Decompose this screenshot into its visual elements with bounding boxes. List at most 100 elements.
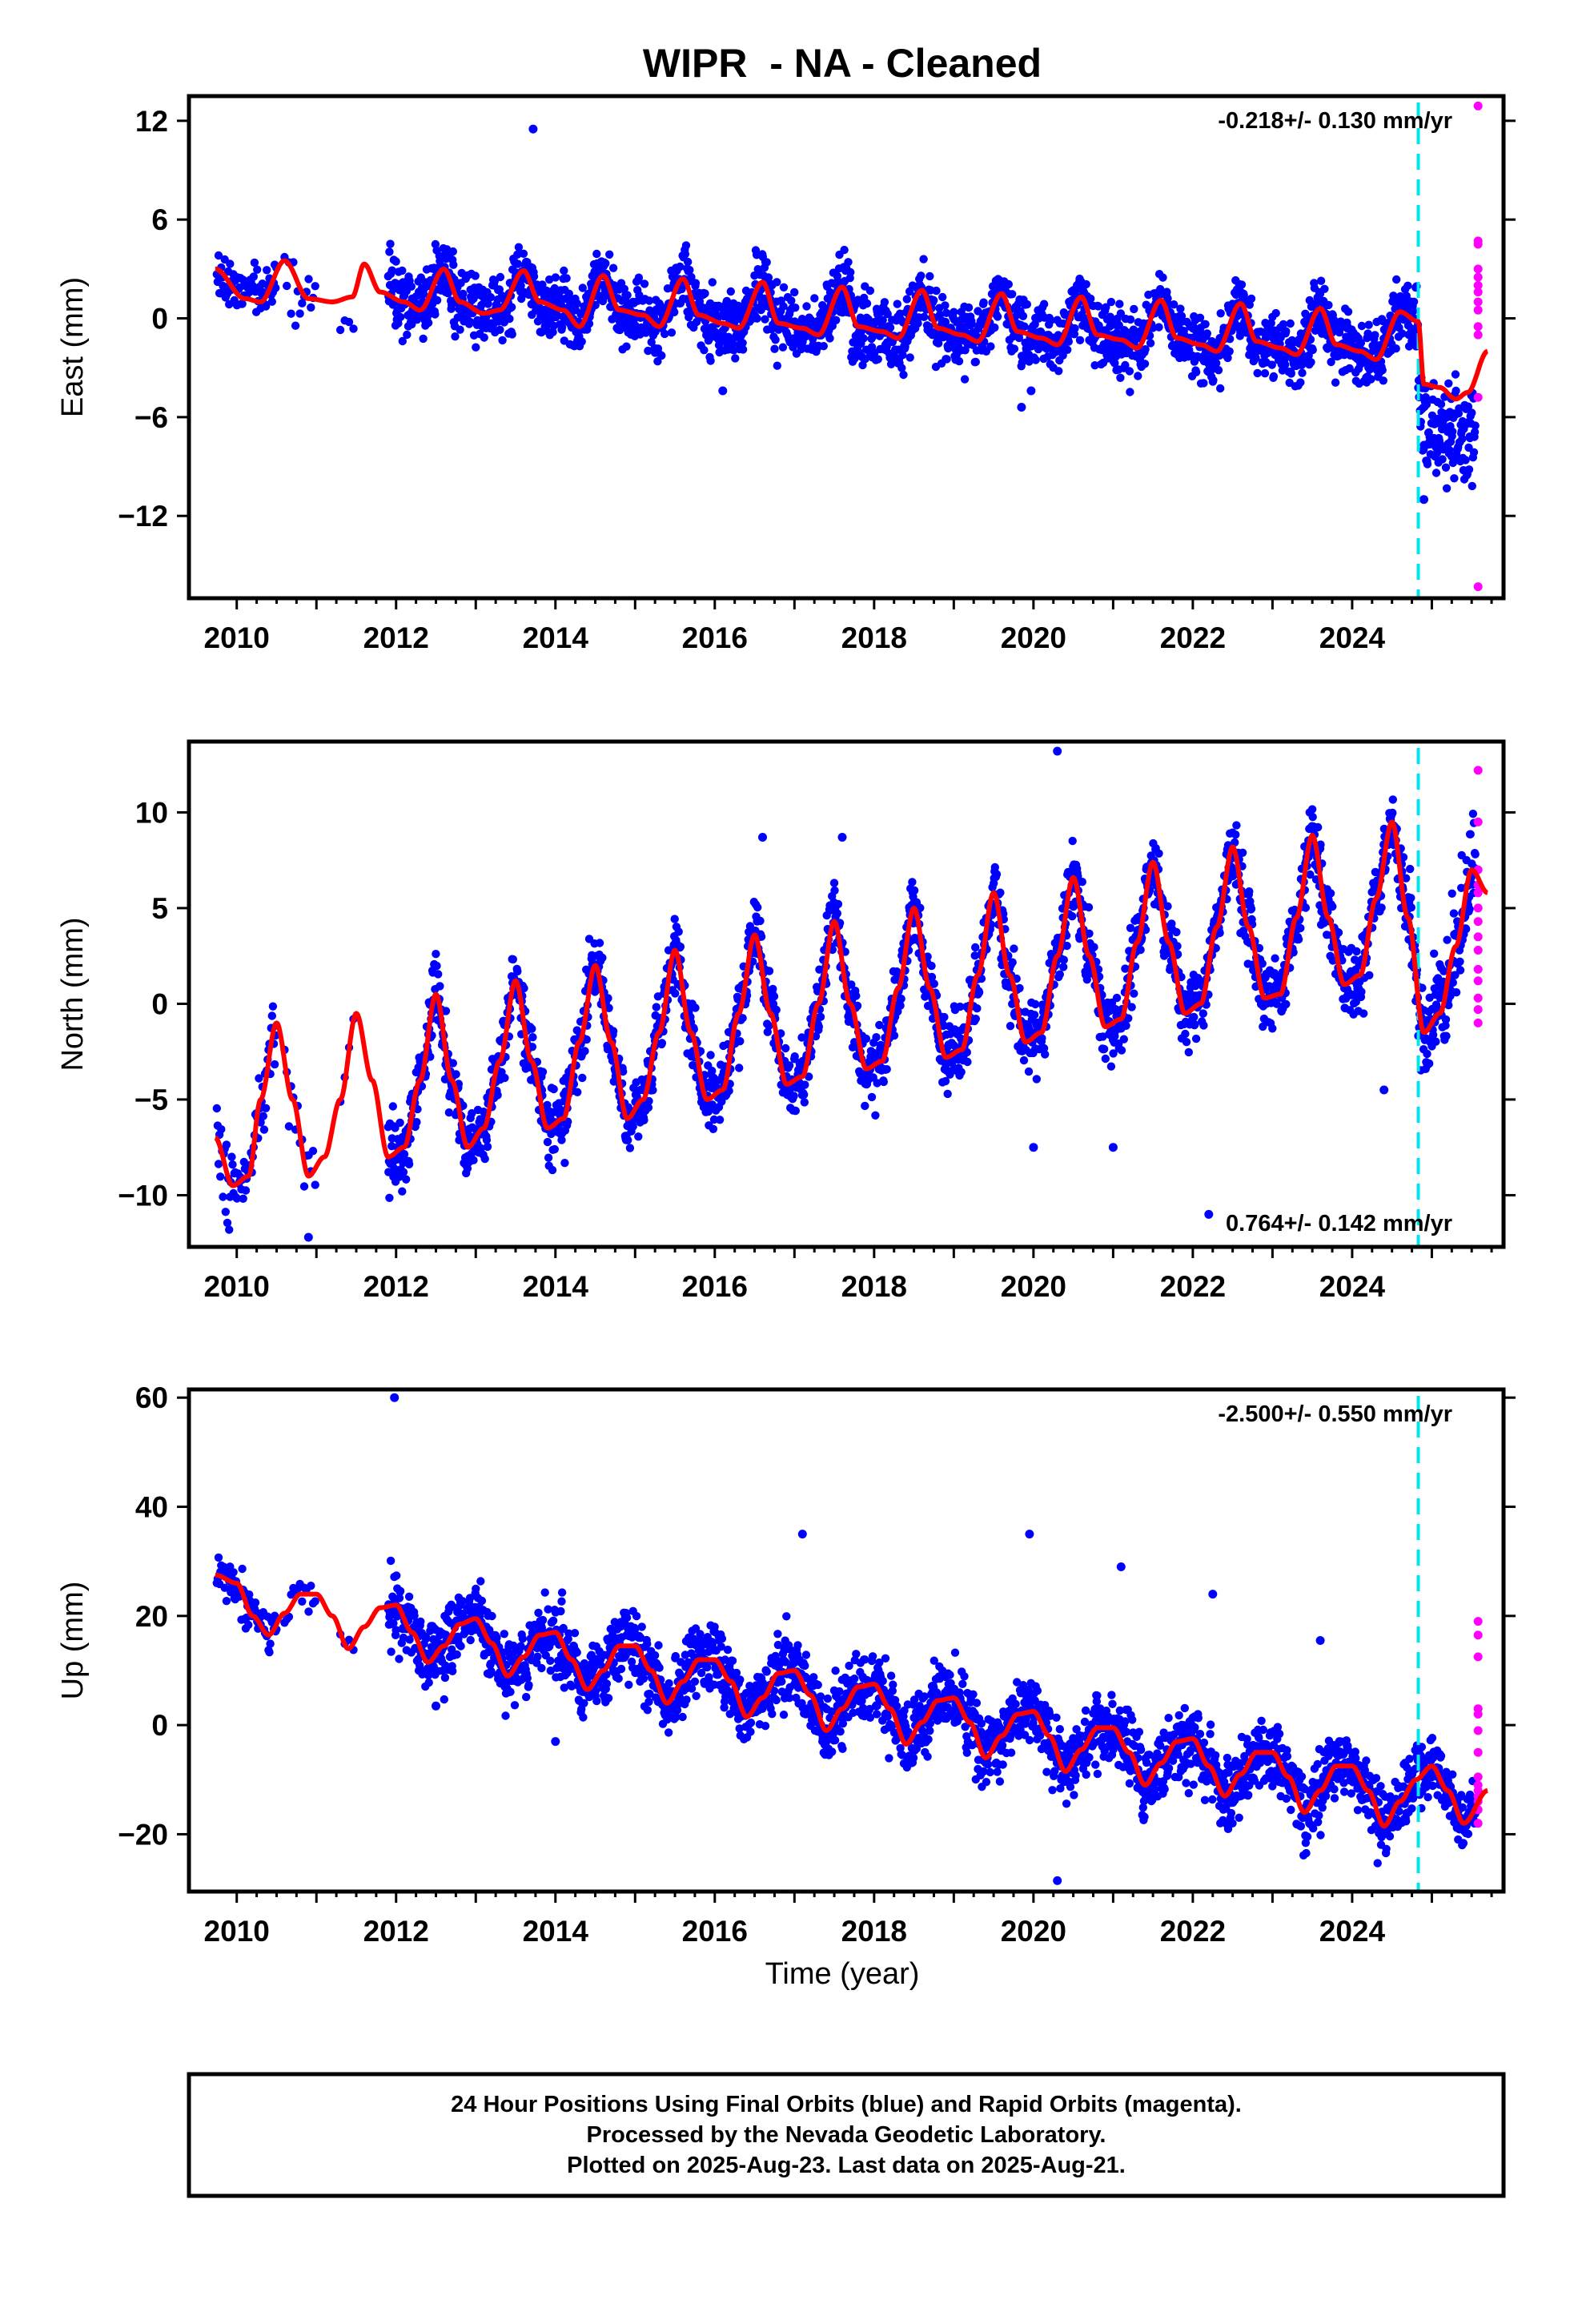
east-point [1010,344,1019,353]
north-point [432,961,441,971]
east-point [885,323,895,332]
east-rapid-point [1473,330,1483,340]
north-point [232,1194,242,1203]
east-point [1371,331,1379,340]
east-point [640,279,649,288]
east-point [1158,273,1167,282]
east-point [1323,344,1332,353]
east-point [681,250,690,259]
north-point [1326,889,1335,898]
north-point [1199,1009,1208,1018]
east-point [349,324,358,333]
east-x-tick-label: 2016 [682,621,748,654]
north-point [1127,1003,1136,1011]
north-point [580,1047,589,1055]
north-point [227,1152,236,1161]
north-point [398,1187,407,1196]
east-point [681,241,691,250]
east-point [993,312,1002,321]
east-point [1296,378,1305,387]
east-x-tick-label: 2012 [363,621,429,654]
east-y-tick-label: −6 [135,401,168,434]
east-point [1082,279,1090,289]
north-point [548,1165,557,1175]
north-point [1190,1012,1199,1022]
east-point [419,334,428,344]
east-point [905,353,914,362]
north-point [1199,1021,1208,1030]
east-point [708,278,717,287]
north-point [1231,830,1240,839]
east-point [1121,360,1130,370]
north-point [400,1150,409,1159]
east-point [676,262,685,271]
north-point [214,1160,223,1168]
north-point [801,1080,809,1089]
north-point [1099,1044,1109,1054]
north-point [1090,943,1098,951]
north-point [557,1136,566,1144]
east-point [1442,484,1452,493]
north-point [1006,1022,1015,1031]
east-point [738,345,748,354]
east-point [934,339,943,348]
east-y-tick-label: 12 [135,105,168,138]
east-point [1022,300,1032,309]
east-point [926,271,934,281]
east-point [1269,372,1279,381]
north-point [1245,887,1254,896]
north-point [228,1160,237,1169]
east-point [1441,463,1451,472]
east-point [1357,321,1367,331]
north-point [1271,954,1279,963]
east-point [810,294,819,303]
north-point [1068,836,1077,846]
east-point [787,296,796,305]
east-rapid-point [1473,239,1483,249]
east-point [729,340,737,348]
east-point [802,302,811,311]
east-point [1279,320,1288,329]
north-point [550,1144,559,1154]
east-point [1237,280,1247,289]
east-point [1115,300,1124,308]
east-point [1251,353,1260,363]
chart-title: WIPR - NA - Cleaned [643,41,1042,86]
north-point [861,1101,869,1111]
east-point [1260,369,1270,378]
north-point [1024,1067,1034,1076]
east-point [1379,376,1388,385]
north-point [388,1102,397,1111]
east-x-tick-label: 2024 [1319,621,1386,654]
east-point [226,259,235,268]
east-point [701,289,709,298]
north-point [1314,822,1323,832]
east-point [1464,402,1473,411]
east-point [1125,367,1134,376]
east-point [850,354,859,363]
east-point [1046,316,1055,325]
east-outlier-point [1017,403,1026,412]
east-point [1004,279,1014,289]
east-point [560,266,568,275]
east-y-tick-label: 6 [151,203,168,236]
east-point [514,243,524,251]
east-point [1140,360,1150,368]
east-point [878,316,887,324]
east-point [1126,388,1134,396]
east-point [920,312,929,321]
north-point [573,1088,582,1097]
north-point [267,1011,276,1020]
north-point [657,1039,667,1047]
east-point [1106,297,1116,307]
east-point [1345,364,1354,373]
north-point [1062,941,1071,951]
east-point [1356,339,1366,348]
east-point [1298,368,1307,377]
east-point [245,287,254,297]
east-point [722,296,732,306]
east-point [1421,392,1431,402]
north-point [927,961,936,971]
north-point [769,992,779,1001]
east-point [685,266,694,275]
